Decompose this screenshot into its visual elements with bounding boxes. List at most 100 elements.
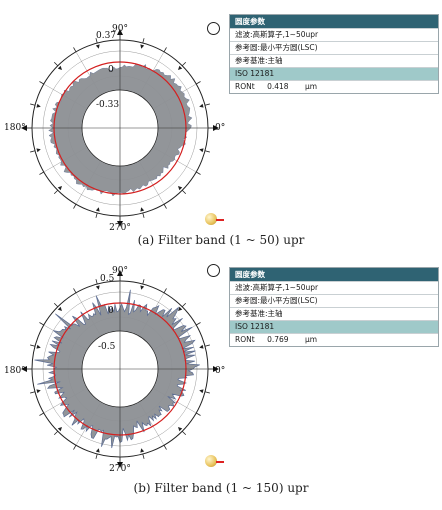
axis-arrow-icon xyxy=(117,221,123,227)
tick-mark xyxy=(204,344,210,347)
metric-label: RONt xyxy=(235,82,255,91)
parameter-panel-a: 圆度参数 滤波:高斯算子,1~50upr 参考圆:最小平方圆(LSC) 参考基准… xyxy=(229,14,439,94)
toggle-circle-a[interactable] xyxy=(207,22,220,35)
tick-mark xyxy=(142,212,145,218)
tick-mark xyxy=(39,81,44,85)
direction-marker-icon xyxy=(95,285,100,290)
panel-b: 90° 270° 180° 0° 0.5 0 -0.5 圆度参数 滤波:高斯算子… xyxy=(0,255,442,510)
direction-marker-icon xyxy=(140,207,145,212)
direction-marker-icon xyxy=(199,389,204,394)
marker-arrow-icon xyxy=(216,219,224,221)
label-270: 270° xyxy=(109,223,131,232)
reference-row: 参考圆:最小平方圆(LSC) xyxy=(230,294,438,307)
label-0: 0° xyxy=(215,366,225,376)
axis-arrow-icon xyxy=(21,125,27,131)
metric-unit: μm xyxy=(304,335,318,344)
standard-row: ISO 12181 xyxy=(230,320,438,333)
direction-marker-icon xyxy=(36,389,41,394)
metric-row: RONt 0.418 μm xyxy=(230,80,438,93)
tick-mark xyxy=(204,103,210,106)
polar-plot-a: 90° 270° 180° 0° 0.37 0 -0.33 xyxy=(4,24,225,232)
axis-arrow-icon xyxy=(21,366,27,372)
direction-marker-icon xyxy=(95,44,100,49)
zero-label: 0 xyxy=(108,306,114,316)
zero-label: 0 xyxy=(108,65,114,75)
outer-value-label: 0.5 xyxy=(100,274,115,284)
label-90: 90° xyxy=(112,24,128,34)
label-270: 270° xyxy=(109,464,131,474)
direction-marker-icon xyxy=(36,148,41,153)
direction-marker-icon xyxy=(36,103,41,108)
marker-arrow-icon xyxy=(216,461,224,463)
metric-value: 0.769 xyxy=(267,335,289,344)
direction-marker-icon xyxy=(36,344,41,349)
tick-mark xyxy=(204,391,210,394)
filter-row: 滤波:高斯算子,1~50upr xyxy=(230,28,438,41)
direction-marker-icon xyxy=(177,426,183,432)
outer-value-label: 0.37 xyxy=(96,31,116,41)
parameter-header: 圆度参数 xyxy=(230,15,438,28)
label-0: 0° xyxy=(215,123,225,133)
tick-mark xyxy=(181,430,187,436)
tick-mark xyxy=(53,189,59,195)
tick-mark xyxy=(163,47,167,52)
tick-mark xyxy=(196,81,201,85)
tick-mark xyxy=(142,453,145,459)
tick-mark xyxy=(95,38,98,44)
direction-marker-icon xyxy=(95,207,100,212)
tick-mark xyxy=(73,288,77,293)
direction-marker-icon xyxy=(140,448,145,453)
inner-value-label: -0.5 xyxy=(98,342,116,352)
tick-mark xyxy=(73,47,77,52)
tick-mark xyxy=(142,38,145,44)
tick-mark xyxy=(30,150,36,153)
tick-mark xyxy=(95,453,98,459)
inner-value-label: -0.33 xyxy=(96,100,119,110)
panel-a: 90° 270° 180° 0° 0.37 0 -0.33 圆度参数 滤波:高斯… xyxy=(4,14,439,247)
label-90: 90° xyxy=(112,266,128,276)
tick-mark xyxy=(30,103,36,106)
tick-mark xyxy=(196,322,201,326)
direction-marker-icon xyxy=(177,306,183,312)
tick-mark xyxy=(163,204,167,209)
axis-arrow-icon xyxy=(117,270,123,276)
direction-marker-icon xyxy=(140,285,145,290)
metric-value: 0.418 xyxy=(267,82,289,91)
marker-knob-icon[interactable] xyxy=(205,455,217,467)
tick-mark xyxy=(181,61,187,67)
tick-mark xyxy=(181,189,187,195)
axis-arrow-icon xyxy=(117,29,123,35)
label-180: 180° xyxy=(4,366,26,376)
datum-row: 参考基准:主轴 xyxy=(230,307,438,320)
tick-mark xyxy=(204,150,210,153)
direction-marker-icon xyxy=(95,448,100,453)
polar-plot-b: 90° 270° 180° 0° 0.5 0 -0.5 xyxy=(4,266,225,474)
tick-mark xyxy=(39,322,44,326)
tick-mark xyxy=(142,279,145,285)
tick-mark xyxy=(53,302,59,308)
axis-arrow-icon xyxy=(117,462,123,468)
tick-mark xyxy=(53,430,59,436)
direction-marker-icon xyxy=(57,306,63,312)
tick-mark xyxy=(196,171,201,175)
tick-mark xyxy=(73,445,77,450)
metric-unit: μm xyxy=(304,82,318,91)
tick-mark xyxy=(163,445,167,450)
axis-arrow-icon xyxy=(213,366,219,372)
tick-mark xyxy=(95,212,98,218)
marker-knob-icon[interactable] xyxy=(205,213,217,225)
direction-marker-icon xyxy=(199,148,204,153)
tick-mark xyxy=(30,391,36,394)
axis-arrow-icon xyxy=(213,125,219,131)
toggle-circle-b[interactable] xyxy=(207,264,220,277)
direction-marker-icon xyxy=(57,185,63,191)
direction-marker-icon xyxy=(57,65,63,71)
label-180: 180° xyxy=(4,123,26,133)
direction-marker-icon xyxy=(57,426,63,432)
direction-marker-icon xyxy=(199,103,204,108)
caption-b: (b) Filter band (1 ~ 150) upr xyxy=(133,481,309,495)
tick-mark xyxy=(53,61,59,67)
parameter-panel-b: 圆度参数 滤波:高斯算子,1~50upr 参考圆:最小平方圆(LSC) 参考基准… xyxy=(229,267,439,347)
metric-row: RONt 0.769 μm xyxy=(230,333,438,346)
caption-a: (a) Filter band (1 ~ 50) upr xyxy=(137,233,305,247)
